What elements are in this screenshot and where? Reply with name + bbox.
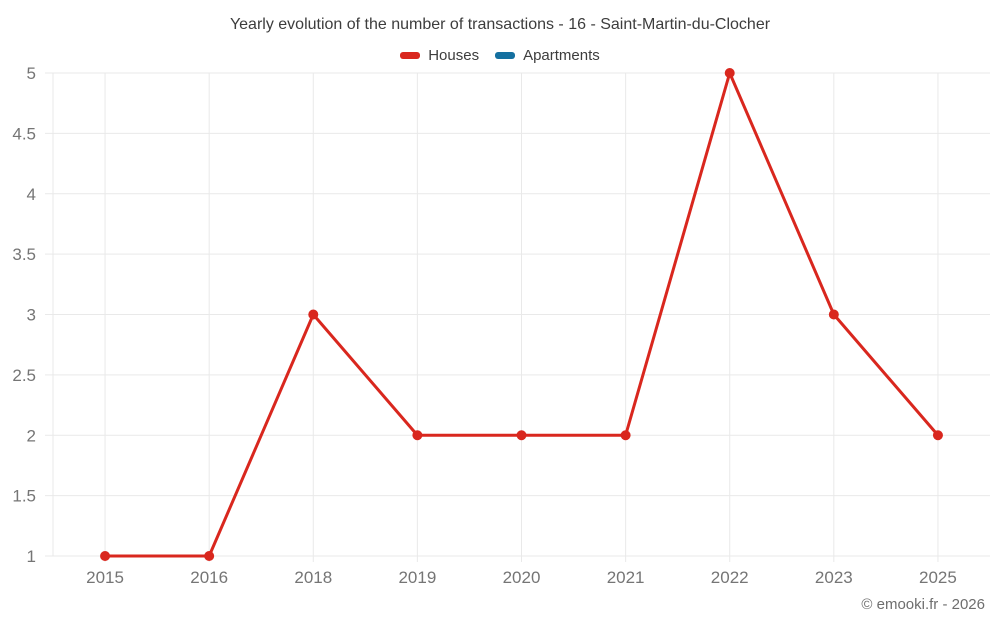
x-axis-tick-label: 2015	[86, 568, 124, 587]
data-point-houses-2025[interactable]	[932, 430, 943, 441]
data-point-houses-2020[interactable]	[516, 430, 527, 441]
legend-label: Houses	[428, 46, 480, 64]
x-axis-tick-label: 2023	[815, 568, 853, 587]
x-axis-tick-label: 2025	[919, 568, 957, 587]
y-axis-tick-label: 5	[27, 64, 36, 83]
legend-swatch	[400, 51, 421, 59]
x-axis-tick-label: 2022	[711, 568, 749, 587]
data-point-houses-2018[interactable]	[308, 309, 319, 320]
chart-title: Yearly evolution of the number of transa…	[229, 16, 771, 33]
legend-label: Apartments	[523, 46, 600, 64]
x-axis-tick-label: 2016	[190, 568, 228, 587]
x-axis-tick-label: 2021	[607, 568, 645, 587]
data-point-houses-2021[interactable]	[620, 430, 631, 441]
y-axis-tick-label: 4	[27, 185, 36, 204]
y-axis-tick-label: 3.5	[12, 245, 36, 264]
y-axis-tick-label: 2.5	[12, 366, 36, 385]
x-axis-tick-label: 2018	[294, 568, 332, 587]
legend-swatch	[495, 51, 516, 59]
y-axis-tick-label: 4.5	[12, 124, 36, 143]
y-axis-tick-label: 2	[27, 426, 36, 445]
data-point-houses-2022[interactable]	[724, 68, 735, 78]
y-axis-tick-label: 3	[27, 306, 36, 325]
data-point-houses-2016[interactable]	[204, 551, 215, 561]
legend-item-houses[interactable]: Houses	[400, 47, 479, 64]
data-point-houses-2019[interactable]	[412, 430, 423, 441]
copyright-note: © emooki.fr - 2026	[861, 596, 985, 613]
y-axis-tick-label: 1.5	[12, 487, 36, 506]
y-axis-tick-label: 1	[27, 547, 36, 566]
x-axis-tick-label: 2020	[503, 568, 541, 587]
legend: Houses Apartments	[0, 45, 1000, 65]
legend-item-apartments[interactable]: Apartments	[495, 47, 600, 64]
data-point-houses-2023[interactable]	[828, 309, 839, 320]
data-point-houses-2015[interactable]	[100, 551, 111, 561]
x-axis-tick-label: 2019	[398, 568, 436, 587]
